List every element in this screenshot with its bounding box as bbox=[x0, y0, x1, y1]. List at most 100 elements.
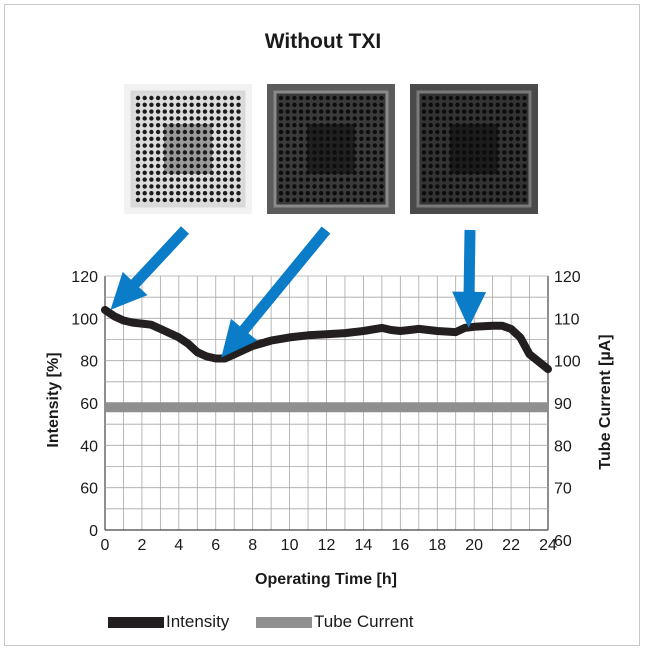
xray-dot bbox=[515, 95, 520, 101]
xray-dot bbox=[135, 191, 141, 196]
xray-dot bbox=[428, 95, 433, 101]
xray-dot bbox=[135, 95, 141, 101]
xray-dot bbox=[482, 184, 487, 189]
xray-dot bbox=[149, 150, 154, 155]
xray-dot bbox=[332, 109, 337, 114]
xray-dot bbox=[189, 129, 194, 135]
xray-dot bbox=[325, 95, 331, 101]
xray-dot bbox=[379, 170, 384, 175]
xray-dot bbox=[209, 191, 214, 196]
xray-dot bbox=[312, 184, 317, 189]
y-left-tick-label: 40 bbox=[80, 438, 98, 455]
xray-dot bbox=[515, 136, 520, 141]
xray-dot bbox=[468, 102, 474, 107]
xray-dot bbox=[332, 123, 337, 128]
xray-dot bbox=[495, 191, 500, 196]
xray-dot bbox=[202, 184, 208, 189]
xray-dot bbox=[421, 123, 427, 128]
xray-dot bbox=[441, 163, 447, 169]
xray-dot bbox=[162, 109, 167, 114]
xray-dot bbox=[372, 177, 377, 182]
xray-dot bbox=[502, 163, 507, 169]
xray-dot bbox=[462, 184, 467, 189]
xray-dot bbox=[135, 163, 141, 169]
xray-dot bbox=[515, 157, 520, 162]
xray-dot bbox=[365, 143, 371, 148]
xray-dot bbox=[339, 150, 344, 155]
xray-dot bbox=[196, 102, 201, 107]
xray-dot bbox=[508, 129, 514, 135]
xray-dot bbox=[142, 109, 147, 114]
xray-dot bbox=[298, 184, 304, 189]
xray-dot bbox=[216, 116, 221, 121]
xray-dot bbox=[325, 177, 331, 182]
xray-dot bbox=[155, 129, 161, 135]
xray-dot bbox=[372, 150, 377, 155]
xray-dot bbox=[345, 157, 351, 162]
xray-dot bbox=[352, 191, 357, 196]
xray-dot bbox=[468, 163, 474, 169]
xray-dot bbox=[189, 102, 194, 107]
xray-dot bbox=[372, 136, 377, 141]
xray-dot bbox=[142, 184, 147, 189]
xray-dot bbox=[149, 95, 154, 101]
xray-dot bbox=[365, 157, 371, 162]
xray-dot bbox=[468, 116, 474, 121]
xray-dot bbox=[189, 123, 194, 128]
xray-dot bbox=[515, 177, 520, 182]
xray-dot bbox=[502, 197, 507, 203]
xray-dot bbox=[475, 109, 480, 114]
xray-dot bbox=[305, 123, 310, 128]
y-right-tick-label: 120 bbox=[554, 269, 581, 286]
xray-dot bbox=[292, 170, 297, 175]
xray-dot bbox=[196, 143, 201, 148]
xray-dot bbox=[176, 136, 181, 141]
x-tick-label: 0 bbox=[101, 537, 110, 554]
xray-dot bbox=[488, 123, 494, 128]
xray-dot bbox=[468, 123, 474, 128]
xray-dot bbox=[222, 123, 228, 128]
xray-dot bbox=[359, 123, 364, 128]
xray-dot bbox=[189, 109, 194, 114]
xray-dot bbox=[216, 95, 221, 101]
xray-dot bbox=[135, 129, 141, 135]
xray-dot bbox=[345, 116, 351, 121]
xray-dot bbox=[216, 197, 221, 203]
xray-dot bbox=[435, 136, 440, 141]
xray-dot bbox=[475, 143, 480, 148]
xray-dot bbox=[359, 129, 364, 135]
xray-dot bbox=[475, 102, 480, 107]
xray-dot bbox=[222, 197, 228, 203]
xray-dot bbox=[305, 191, 310, 196]
xray-dot bbox=[229, 170, 234, 175]
xray-dot bbox=[372, 163, 377, 169]
xray-dot bbox=[278, 129, 284, 135]
xray-dot bbox=[482, 102, 487, 107]
xray-dot bbox=[482, 157, 487, 162]
xray-dot bbox=[209, 184, 214, 189]
xray-dot bbox=[325, 197, 331, 203]
xray-dot bbox=[325, 116, 331, 121]
xray-dot bbox=[365, 150, 371, 155]
xray-dot bbox=[522, 102, 527, 107]
xray-dot bbox=[421, 197, 427, 203]
xray-dot bbox=[196, 170, 201, 175]
xray-dot bbox=[149, 102, 154, 107]
xray-dot bbox=[135, 177, 141, 182]
xray-dot bbox=[305, 116, 310, 121]
xray-dot bbox=[149, 191, 154, 196]
x-axis-label: Operating Time [h] bbox=[255, 571, 397, 588]
xray-dot bbox=[508, 143, 514, 148]
xray-dot bbox=[502, 109, 507, 114]
xray-dot bbox=[169, 95, 174, 101]
xray-dot bbox=[209, 143, 214, 148]
xray-dot bbox=[379, 150, 384, 155]
xray-dot bbox=[196, 95, 201, 101]
xray-dot bbox=[278, 157, 284, 162]
xray-dot bbox=[365, 170, 371, 175]
xray-dot bbox=[515, 116, 520, 121]
xray-dot bbox=[339, 143, 344, 148]
xray-dot bbox=[468, 170, 474, 175]
xray-dot bbox=[428, 109, 433, 114]
xray-dot bbox=[332, 170, 337, 175]
